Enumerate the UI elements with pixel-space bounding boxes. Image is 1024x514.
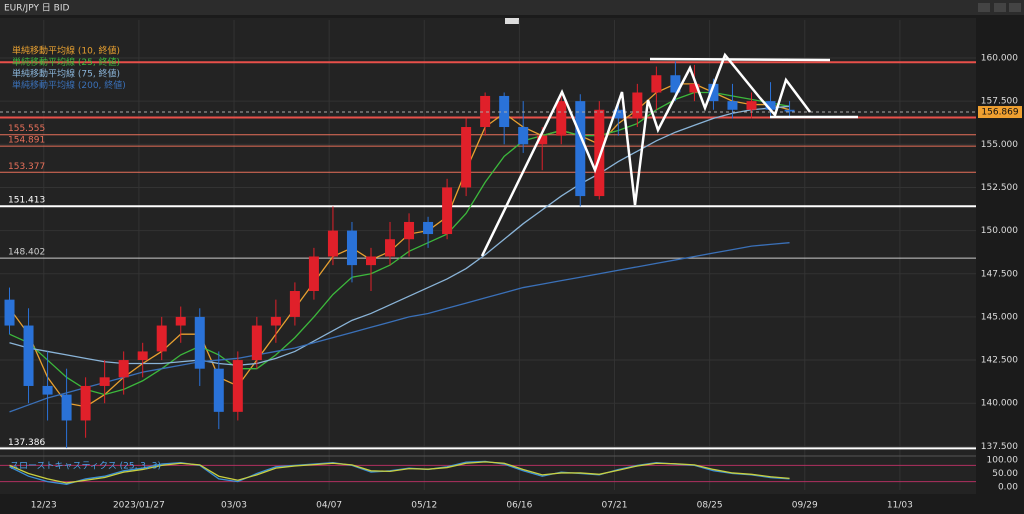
candle-body [289,291,300,317]
y-tick-label: 155.000 [981,140,1018,150]
y-tick-label: 152.500 [981,183,1018,193]
y-tick-label: 137.500 [981,442,1018,452]
candle-body [404,221,415,240]
y-tick-label: 0.00 [998,483,1018,493]
x-tick-label: 06/16 [506,501,532,511]
legend-entry: 単純移動平均線 (200, 終値) [12,79,126,91]
window-title: EUR/JPY 日 BID [4,3,69,14]
plot-area [0,18,976,494]
candle-body [270,316,281,326]
maximize-button[interactable] [994,3,1006,12]
level-label: 151.413 [8,196,45,206]
candle-body [156,325,167,352]
x-tick-label: 03/03 [221,501,247,511]
candle-body [4,299,15,326]
candle-body [61,394,72,421]
candle-body [632,92,643,119]
candle-body [480,95,491,128]
trend-drawing [480,52,811,257]
candle-body [118,360,129,378]
indicator-title: スローストキャスティクス (25, 3, 3) [10,461,161,472]
stochastic-line [9,461,790,484]
legend-entry: 単純移動平均線 (10, 終値) [12,45,120,57]
y-tick-label: 150.000 [981,226,1018,236]
candle-body [575,101,586,197]
candle-body [346,230,357,266]
candle-body [784,109,795,112]
level-label: 155.555 [8,124,45,134]
x-tick-label: 08/25 [697,501,723,511]
candle-body [746,101,757,110]
candle-body [23,325,34,386]
x-tick-label: 11/03 [887,501,913,511]
y-tick-label: 147.500 [981,269,1018,279]
candle-body [42,385,53,395]
x-tick-label: 07/21 [602,501,628,511]
candle-body [613,109,624,119]
candle-body [175,316,186,326]
level-label: 148.402 [8,248,45,258]
y-tick-label: 50.00 [992,469,1018,479]
x-tick-label: 05/12 [411,501,437,511]
candle-body [137,351,148,361]
x-tick-label: 2023/01/27 [113,501,165,511]
candle-body [499,95,510,128]
y-tick-label: 160.000 [981,53,1018,63]
y-tick-label: 140.000 [981,399,1018,409]
resistance-drawing [649,57,831,62]
help-button[interactable] [978,3,990,12]
title-bar [0,0,1024,15]
y-tick-label: 100.00 [987,456,1019,466]
candle-body [194,316,205,369]
level-label: 137.386 [8,438,45,448]
moving-average [9,91,790,396]
moving-average [9,105,790,366]
candle-body [327,230,338,257]
drawings [480,52,858,257]
y-tick-label: 145.000 [981,312,1018,322]
candle-body [99,377,110,386]
y-tick-label: 142.500 [981,356,1018,366]
candle-body [765,101,776,110]
collapse-tab[interactable] [505,18,519,24]
candle-body [556,101,567,136]
candle-body [308,256,319,292]
moving-average [9,242,790,413]
candle-body [385,239,396,257]
candle-body [689,83,700,93]
candle-body [594,109,605,197]
candle-body [423,221,434,235]
candle-body [365,256,376,266]
level-label: 154.891 [8,136,45,146]
last-price-label: 156.869 [981,108,1018,118]
x-tick-label: 09/29 [792,501,818,511]
x-tick-label: 12/23 [31,501,57,511]
candle-body [670,75,681,93]
candle-body [213,368,224,412]
candle-body [80,385,91,421]
x-tick-label: 04/07 [316,501,342,511]
level-label: 153.377 [8,162,45,172]
candle-body [727,101,738,110]
candle-body [537,135,548,145]
y-tick-label: 157.500 [981,97,1018,107]
legend-entry: 単純移動平均線 (25, 終値) [12,56,120,68]
candle-body [651,75,662,93]
candle-body [251,325,262,361]
candle-body [232,360,243,412]
candle-body [461,127,472,188]
candle-body [708,83,719,102]
close-button[interactable] [1009,3,1021,12]
candle-body [518,127,529,145]
last-price-box [978,106,1022,119]
candle-body [442,187,453,235]
legend-entry: 単純移動平均線 (75, 終値) [12,68,120,80]
